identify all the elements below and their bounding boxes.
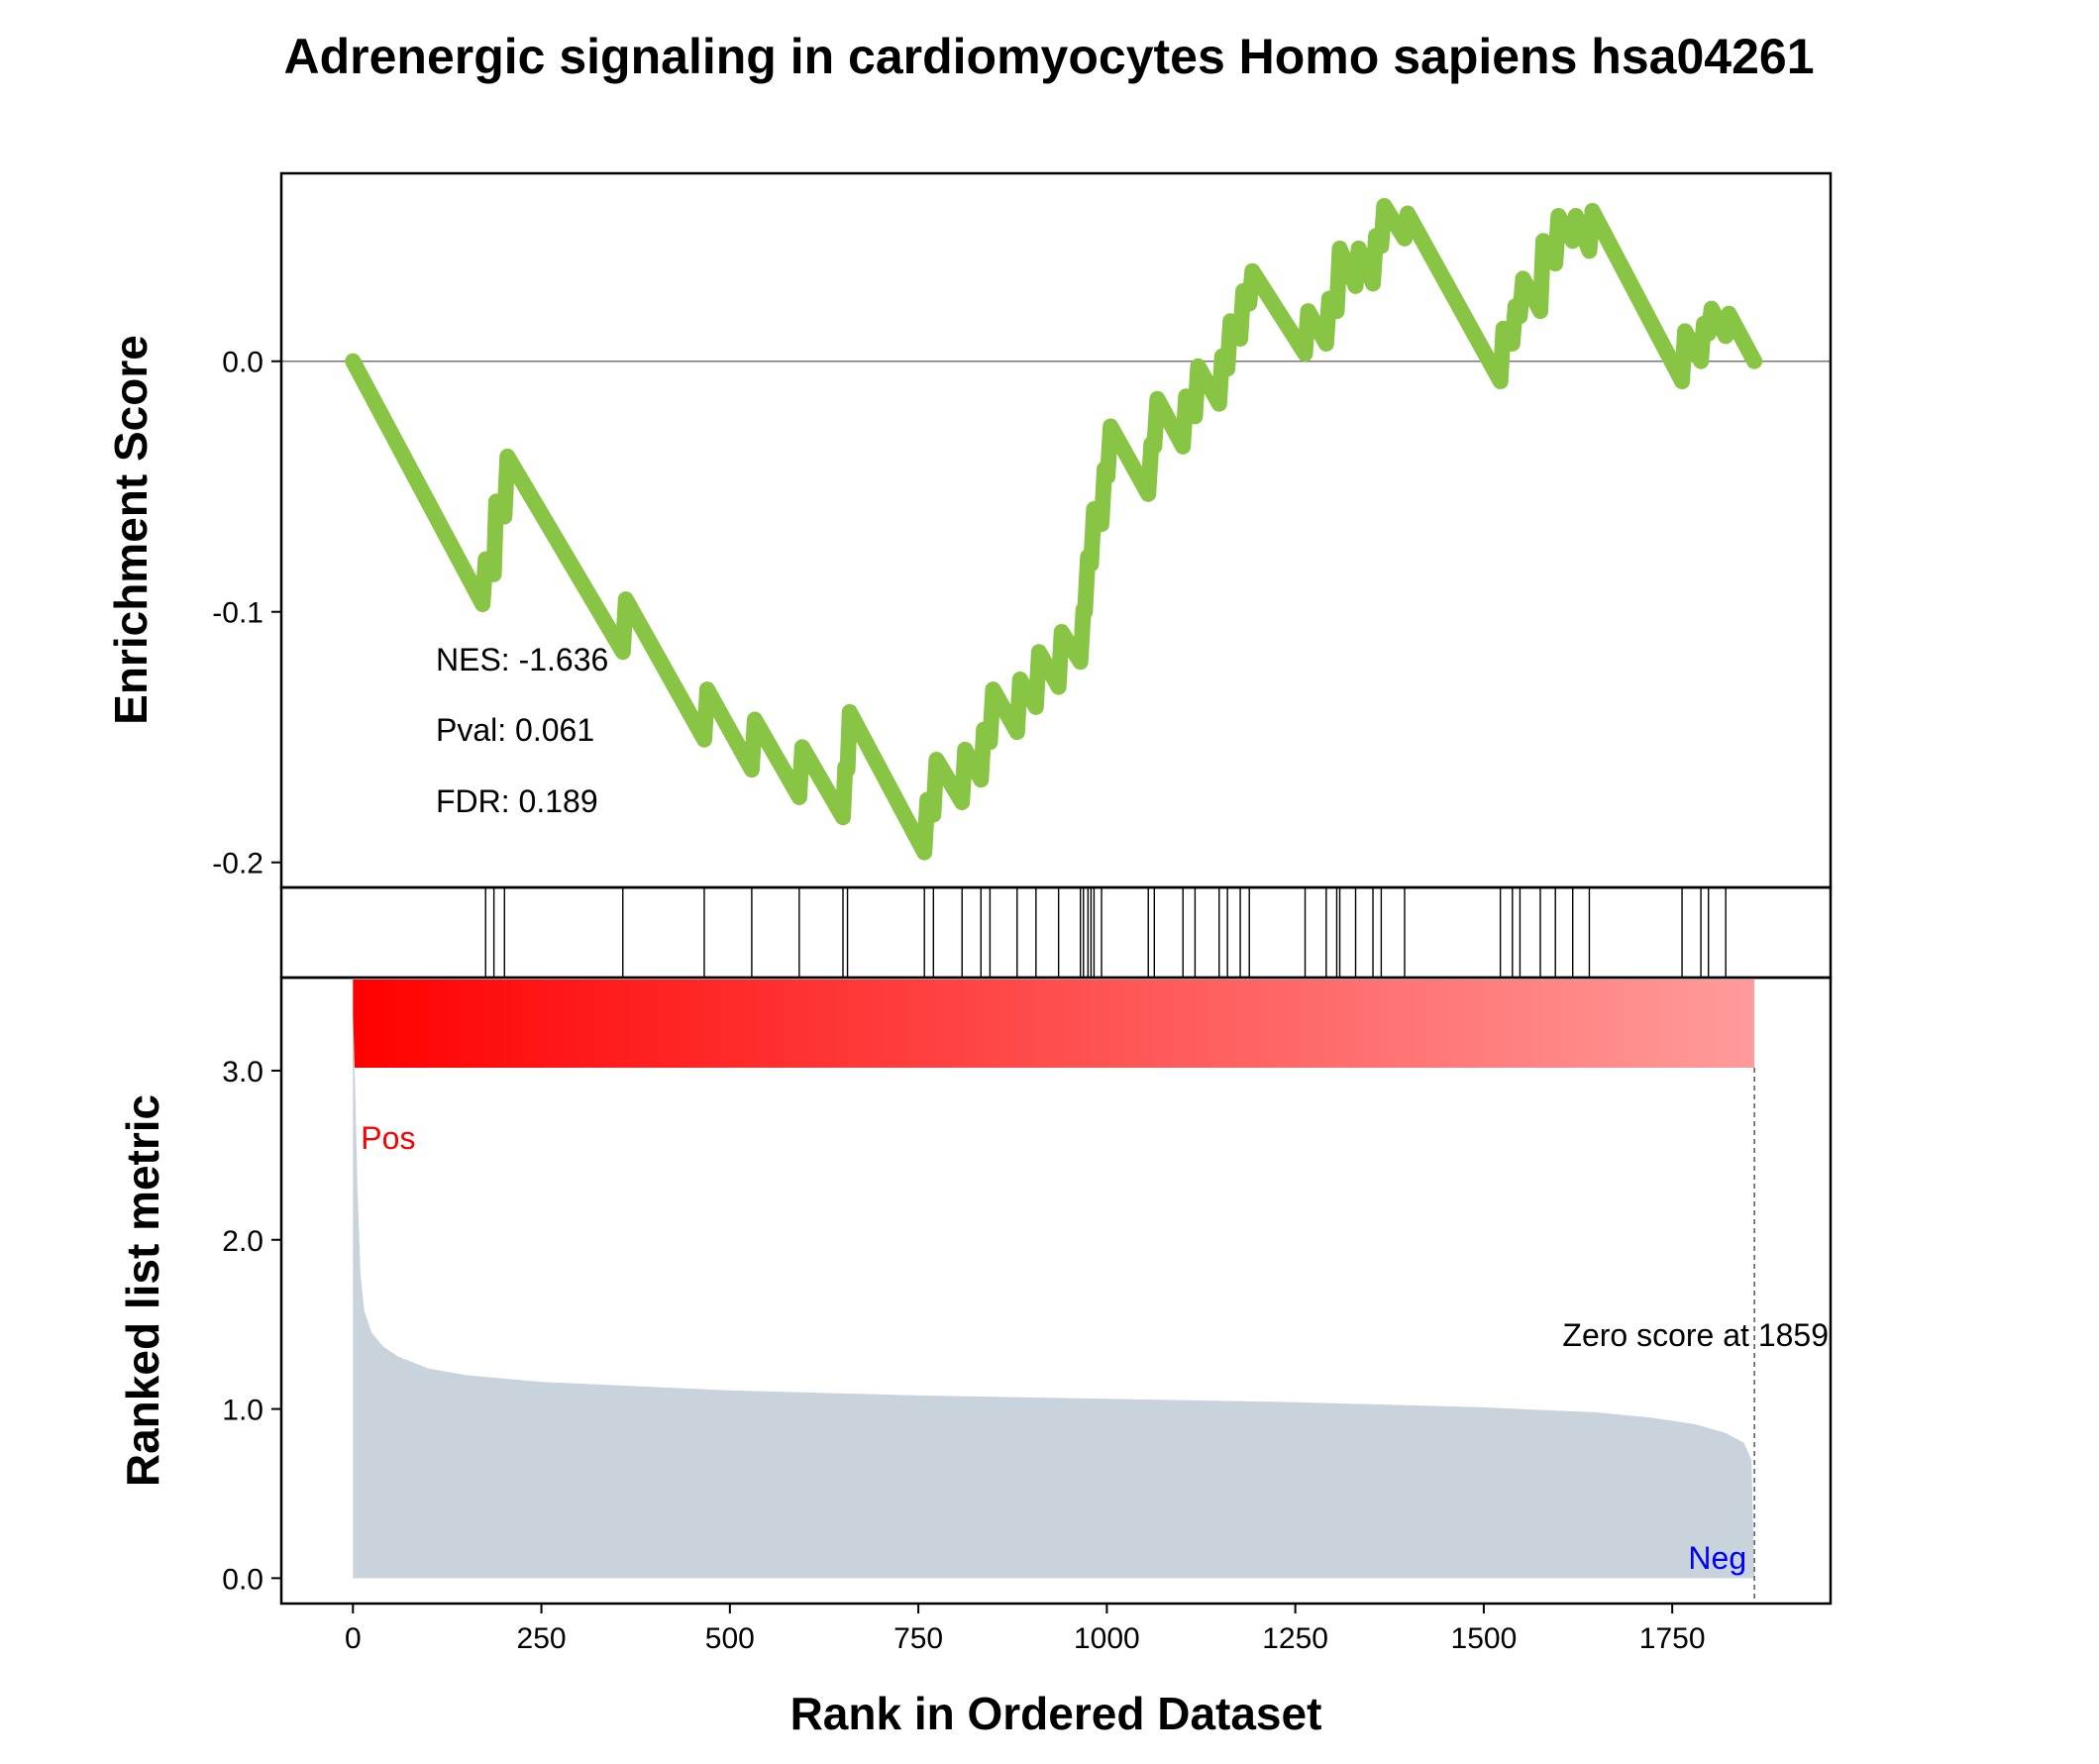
ranked-metric-panel: Zero score at 1859 Pos Neg 0.01.02.03.0 …: [117, 976, 1833, 1739]
rm-y-tick-label: 0.0: [222, 1563, 263, 1596]
rm-y-ticks: 0.0 1.0 2.0 3.0: [222, 1056, 281, 1596]
es-axes-frame: [279, 171, 1833, 889]
x-tick-label: 1500: [1451, 1622, 1518, 1655]
hits-axes-frame: [279, 885, 1833, 980]
x-tick-label: 500: [705, 1622, 755, 1655]
ranked-metric-area: [353, 1011, 1755, 1579]
es-annotation: NES: -1.636: [436, 642, 608, 677]
rm-y-tick-label: 2.0: [222, 1225, 263, 1258]
es-annotations: NES: -1.636 Pval: 0.061 FDR: 0.189: [436, 642, 608, 819]
pos-label: Pos: [361, 1120, 415, 1156]
x-tick-label: 1750: [1639, 1622, 1706, 1655]
es-y-tick-label: 0.0: [222, 347, 263, 379]
rm-y-tick-label: 1.0: [222, 1395, 263, 1427]
rm-y-tick-label: 3.0: [222, 1056, 263, 1089]
es-y-tick-label: -0.1: [212, 597, 263, 630]
es-y-tick-label: -0.2: [212, 848, 263, 881]
chart-title: Adrenergic signaling in cardiomyocytes H…: [284, 29, 1815, 84]
x-tick-label: 0: [345, 1622, 362, 1655]
rank-heat-bar: [353, 980, 1755, 1068]
x-tick-label: 1250: [1262, 1622, 1328, 1655]
es-annotation: FDR: 0.189: [436, 783, 598, 819]
es-y-ticks: 0.0 -0.1 -0.2: [212, 347, 281, 881]
enrichment-score-curve: [345, 197, 1763, 861]
hit-lines: [484, 887, 1727, 978]
rm-y-axis-label: Ranked list metric: [117, 1094, 168, 1487]
neg-label: Neg: [1688, 1540, 1746, 1576]
x-ticks: 0 250 500 750 1000 1250 1500 1750: [345, 1604, 1706, 1655]
zero-score-label: Zero score at 1859: [1562, 1317, 1829, 1353]
x-axis-label: Rank in Ordered Dataset: [790, 1688, 1322, 1739]
es-annotation: Pval: 0.061: [436, 712, 594, 748]
rm-axes-frame: [279, 976, 1833, 1606]
x-tick-label: 1000: [1074, 1622, 1140, 1655]
hits-panel: [279, 885, 1833, 980]
x-tick-label: 250: [517, 1622, 567, 1655]
enrichment-panel: 0.0 -0.1 -0.2 NES: -1.636 Pval: 0.061 FDR: 0…: [105, 171, 1833, 889]
es-y-axis-label: Enrichment Score: [105, 335, 157, 725]
x-tick-label: 750: [893, 1622, 943, 1655]
